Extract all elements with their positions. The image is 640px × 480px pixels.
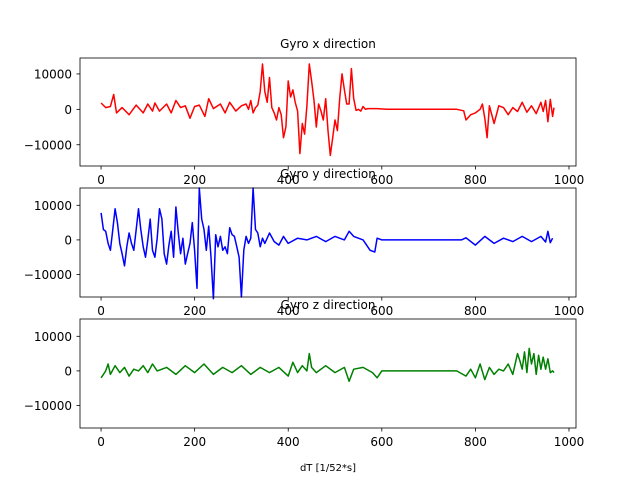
gyro-z-x-tick-label: 600	[370, 435, 393, 449]
gyro-z-x-tick-label: 1000	[554, 435, 585, 449]
gyro-x-x-tick-label: 800	[464, 173, 487, 187]
gyro-y-x-tick-label: 600	[370, 304, 393, 318]
gyro-y-x-tick-label: 800	[464, 304, 487, 318]
gyro-z-x-tick-label: 200	[183, 435, 206, 449]
gyro-z-series-line	[100, 347, 555, 383]
gyro-x-axes-frame	[79, 57, 577, 167]
gyro-y-y-tick-label: 10000	[34, 199, 72, 213]
gyro-y-y-tick-label: −10000	[24, 268, 72, 282]
gyro-y-title: Gyro y direction	[280, 167, 376, 181]
gyro-y-x-tick-label: 0	[97, 304, 105, 318]
gyro-y-x-tick-label: 1000	[554, 304, 585, 318]
gyro-z-x-tick-label: 400	[277, 435, 300, 449]
gyro-z-title: Gyro z direction	[281, 298, 376, 312]
gyro-x-y-tick-label: −10000	[24, 138, 72, 152]
gyro-y-x-tick-label: 400	[277, 304, 300, 318]
gyro-x-y-tick-label: 10000	[34, 67, 72, 81]
gyro-x-x-tick-label: 0	[97, 173, 105, 187]
gyro-x-x-tick-label: 200	[183, 173, 206, 187]
gyro-x-series-line	[100, 63, 555, 157]
gyro-z-x-tick-label: 800	[464, 435, 487, 449]
gyro-y-y-tick-label: 0	[64, 233, 72, 247]
gyro-x-x-tick-label: 1000	[554, 173, 585, 187]
x-axis-label: dT [1/52*s]	[300, 463, 356, 474]
gyro-x-x-tick-label: 600	[370, 173, 393, 187]
gyro-z-x-tick-label: 0	[97, 435, 105, 449]
gyro-y-axes-frame	[79, 187, 577, 298]
gyro-z-y-tick-label: 10000	[34, 330, 72, 344]
gyro-y-series-line	[100, 187, 554, 300]
gyro-x-x-tick-label: 400	[277, 173, 300, 187]
gyro-x-y-tick-label: 0	[64, 103, 72, 117]
gyro-z-axes-frame	[79, 318, 577, 429]
gyro-z-y-tick-label: −10000	[24, 399, 72, 413]
gyro-y-x-tick-label: 200	[183, 304, 206, 318]
gyro-z-y-tick-label: 0	[64, 364, 72, 378]
gyro-x-title: Gyro x direction	[280, 37, 376, 51]
